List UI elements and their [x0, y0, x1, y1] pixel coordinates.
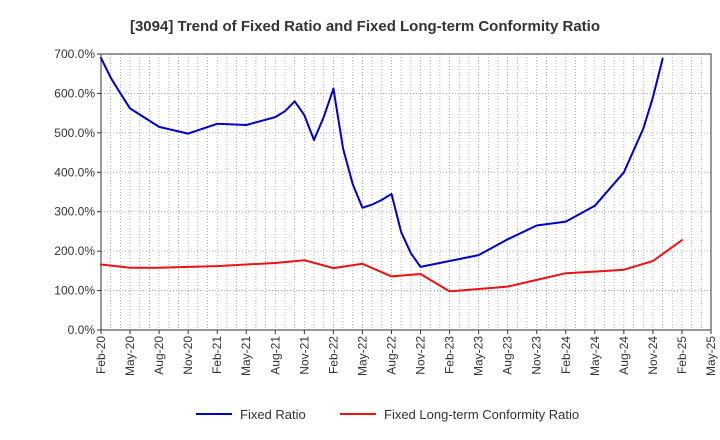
x-tick-label: Aug-22: [384, 336, 398, 375]
x-tick-label: Aug-21: [268, 336, 282, 375]
series-line-fixed-ratio: [100, 56, 664, 268]
x-tick-label: Aug-20: [152, 336, 166, 375]
legend-label-fixed-long-term-conformity-ratio: Fixed Long-term Conformity Ratio: [384, 407, 579, 422]
x-tick-label: Feb-21: [210, 336, 224, 374]
x-tick-label: Feb-20: [94, 336, 108, 374]
y-tick-label: 400.0%: [54, 165, 95, 179]
series-lines: [100, 56, 683, 293]
x-tick-label: Feb-25: [675, 336, 689, 374]
x-tick-label: May-22: [355, 336, 369, 376]
chart-title: [3094] Trend of Fixed Ratio and Fixed Lo…: [130, 18, 600, 35]
y-tick-label: 600.0%: [54, 86, 95, 100]
x-tick-label: Nov-20: [181, 336, 195, 375]
x-tick-label: Aug-23: [501, 336, 515, 375]
x-tick-label: May-21: [239, 336, 253, 376]
x-tick-label: Nov-21: [297, 336, 311, 375]
grid-lines: [101, 54, 711, 330]
y-tick-label: 700.0%: [54, 47, 95, 61]
x-tick-label: Feb-24: [559, 336, 573, 374]
x-tick-label: May-23: [472, 336, 486, 376]
x-axis-ticks: Feb-20 May-20 Aug-20 Nov-20 Feb-21 May-21 Aug-…: [94, 330, 718, 376]
y-axis-ticks: 0.0% 100.0% 200.0% 300.0% 400.0% 500.0% 600.0%…: [54, 47, 101, 337]
x-tick-label: May-20: [123, 336, 137, 376]
y-tick-label: 200.0%: [54, 244, 95, 258]
x-tick-label: Feb-23: [443, 336, 457, 374]
legend-label-fixed-ratio: Fixed Ratio: [240, 407, 306, 422]
plot-area-border: [100, 53, 712, 331]
y-tick-label: 500.0%: [54, 126, 95, 140]
legend: Fixed Ratio Fixed Long-term Conformity R…: [196, 407, 579, 422]
x-tick-label: Aug-24: [617, 336, 631, 375]
x-tick-label: Nov-23: [530, 336, 544, 375]
x-tick-label: Nov-24: [646, 336, 660, 375]
x-tick-label: May-24: [588, 336, 602, 376]
x-tick-label: Feb-22: [326, 336, 340, 374]
y-tick-label: 300.0%: [54, 205, 95, 219]
y-tick-label: 100.0%: [54, 284, 95, 298]
y-tick-label: 0.0%: [68, 323, 96, 337]
series-line-fixed-long-term-conformity-ratio: [100, 239, 683, 293]
x-tick-label: Nov-22: [414, 336, 428, 375]
x-tick-label: May-25: [704, 336, 718, 376]
